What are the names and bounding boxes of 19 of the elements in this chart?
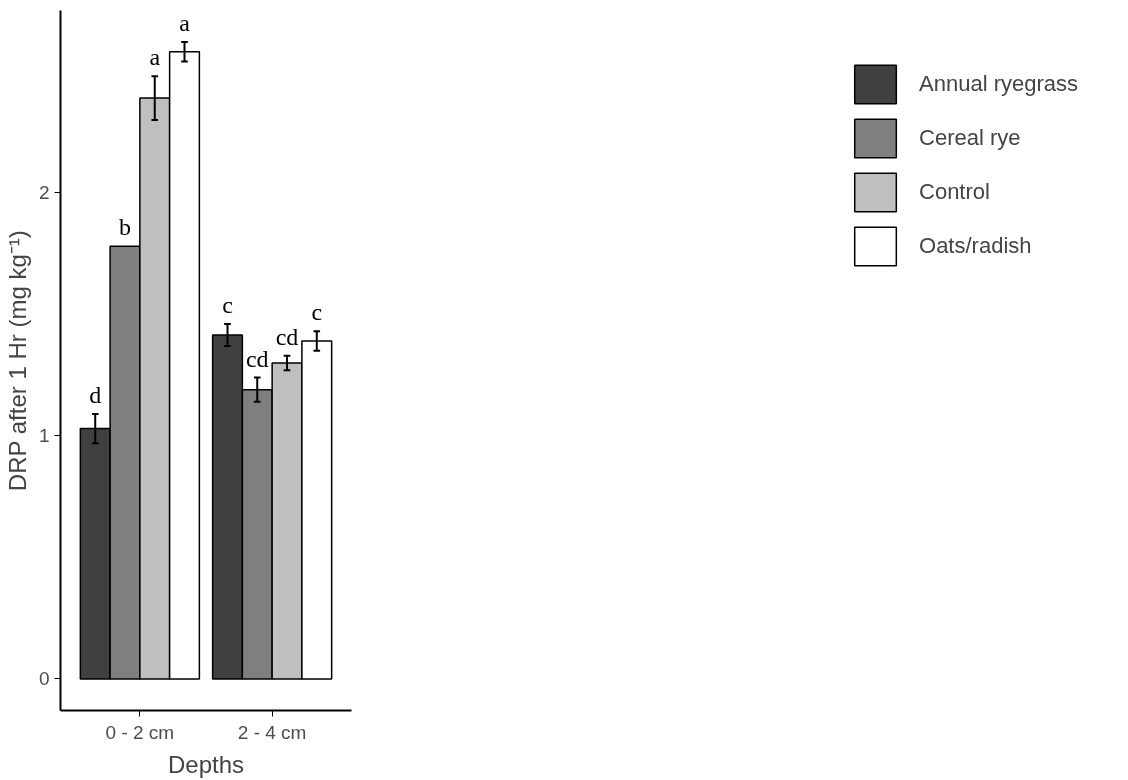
data-label: a	[149, 44, 161, 71]
y-tick-label: 2	[38, 182, 50, 204]
legend-label: Oats/radish	[919, 233, 1032, 259]
data-label: a	[179, 10, 191, 37]
legend-label: Annual ryegrass	[919, 71, 1078, 97]
data-label: d	[89, 381, 102, 408]
y-axis-title: DRP after 1 Hr (mg kg⁻¹)	[3, 230, 31, 492]
data-label: cd	[245, 345, 269, 372]
data-label: c	[311, 299, 323, 326]
data-label: cd	[275, 323, 299, 350]
legend-label: Control	[919, 179, 990, 205]
y-tick-label: 1	[38, 425, 50, 447]
y-tick-label: 0	[38, 668, 50, 690]
x-axis-title: Depths	[167, 750, 245, 778]
data-label: b	[118, 214, 131, 241]
data-label: c	[222, 292, 233, 319]
legend-label: Cereal rye	[919, 125, 1021, 151]
x-tick-label: 0 - 2 cm	[105, 721, 175, 743]
x-tick-label: 2 - 4 cm	[237, 721, 307, 743]
